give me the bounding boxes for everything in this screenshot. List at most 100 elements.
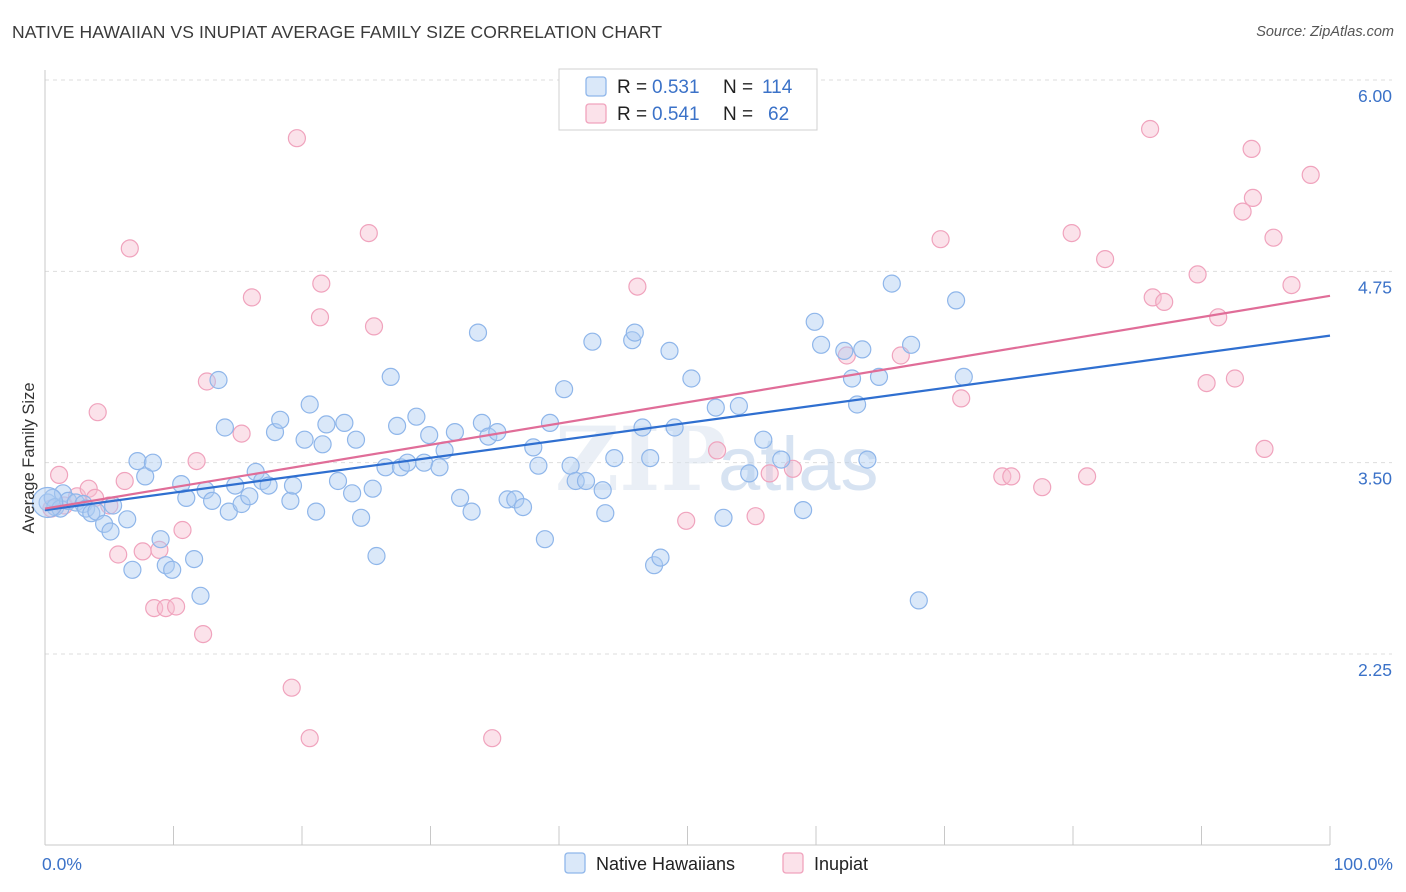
- data-point: [842, 369, 862, 388]
- data-point: [535, 530, 555, 549]
- data-point: [367, 546, 386, 566]
- watermark-zip: ZIP: [555, 407, 727, 511]
- data-point: [682, 369, 701, 388]
- data-point: [576, 471, 596, 491]
- data-point: [1264, 228, 1283, 247]
- data-point: [583, 332, 602, 351]
- legend-label-inupiat: Inupiat: [814, 854, 868, 874]
- data-point: [430, 458, 449, 477]
- data-point: [1062, 224, 1081, 243]
- data-point: [163, 560, 182, 579]
- legend-n-label: N =: [723, 104, 753, 125]
- legend-r-label: R =: [617, 77, 647, 98]
- data-point: [445, 423, 464, 442]
- data-point: [94, 514, 114, 534]
- data-point: [346, 430, 366, 449]
- data-point: [729, 396, 749, 416]
- data-point: [954, 367, 973, 386]
- legend-swatch-inupiat: [782, 852, 804, 874]
- data-point: [232, 424, 251, 443]
- data-point: [343, 484, 362, 503]
- legend-n-value: 62: [768, 104, 789, 125]
- data-point: [644, 556, 664, 575]
- x-tick-label: 0.0%: [42, 854, 82, 874]
- data-point: [313, 435, 332, 454]
- data-point: [760, 464, 779, 483]
- data-point: [101, 522, 120, 541]
- data-point: [468, 323, 488, 342]
- data-point: [281, 491, 300, 510]
- data-point: [187, 452, 206, 471]
- data-point: [754, 430, 773, 449]
- data-point: [506, 490, 525, 509]
- data-point: [240, 487, 259, 506]
- data-point: [605, 449, 624, 468]
- y-axis-tick-labels: 2.25 3.50 4.75 6.00: [1358, 86, 1392, 680]
- data-point: [335, 413, 354, 432]
- data-point: [1225, 369, 1245, 388]
- data-point: [49, 465, 69, 484]
- data-point: [628, 277, 647, 296]
- watermark-atlas: atlas: [718, 422, 879, 507]
- data-point: [123, 560, 142, 579]
- data-point: [1255, 439, 1274, 458]
- series-legend: Native Hawaiians Inupiat: [564, 852, 868, 874]
- data-point: [524, 438, 543, 457]
- trend-lines: [44, 294, 1331, 512]
- data-point: [352, 508, 371, 527]
- data-point: [1140, 119, 1160, 139]
- x-axis-ticks: [173, 826, 1331, 845]
- data-point: [566, 471, 585, 491]
- x-tick-label: 100.0%: [1334, 854, 1393, 874]
- data-point: [242, 288, 261, 307]
- data-point: [462, 502, 481, 521]
- data-point: [772, 450, 791, 469]
- data-point: [593, 481, 612, 500]
- legend-r-value: 0.541: [652, 104, 700, 125]
- data-point: [513, 498, 533, 517]
- data-point: [1002, 467, 1021, 486]
- data-point: [133, 542, 152, 561]
- data-point: [177, 488, 196, 507]
- data-point: [707, 441, 727, 460]
- data-point: [483, 729, 502, 748]
- data-point: [1243, 188, 1263, 207]
- data-point: [529, 456, 548, 475]
- data-point: [407, 407, 426, 426]
- data-point: [156, 556, 175, 575]
- data-point: [364, 317, 384, 336]
- data-point: [143, 453, 162, 472]
- data-point: [381, 367, 400, 386]
- data-point: [209, 370, 228, 390]
- data-point: [554, 380, 574, 399]
- trend-line: [44, 334, 1331, 512]
- chart-title: NATIVE HAWAIIAN VS INUPIAT AVERAGE FAMIL…: [12, 22, 663, 42]
- legend-r-value: 0.531: [652, 77, 700, 98]
- data-point: [136, 467, 155, 486]
- data-point: [128, 452, 147, 471]
- legend-swatch-inupiat: [585, 103, 607, 124]
- data-point: [1197, 374, 1216, 393]
- data-point: [388, 416, 407, 435]
- trend-line: [44, 294, 1331, 510]
- source-label: Source: ZipAtlas.com: [1256, 24, 1394, 40]
- data-point: [376, 458, 395, 477]
- data-point: [901, 335, 921, 354]
- data-point: [651, 548, 670, 567]
- data-point: [1242, 139, 1261, 158]
- data-point: [641, 449, 660, 468]
- data-point: [858, 450, 877, 469]
- data-point: [271, 410, 290, 429]
- data-point: [677, 511, 696, 530]
- data-point: [1301, 165, 1320, 184]
- data-point: [88, 403, 107, 422]
- data-point: [185, 549, 204, 569]
- data-point: [283, 476, 303, 495]
- data-point: [1033, 478, 1052, 497]
- data-point: [215, 418, 234, 437]
- data-point: [740, 464, 759, 483]
- data-point: [714, 508, 733, 527]
- data-point: [203, 491, 222, 510]
- data-point: [118, 510, 137, 529]
- data-point: [909, 591, 928, 610]
